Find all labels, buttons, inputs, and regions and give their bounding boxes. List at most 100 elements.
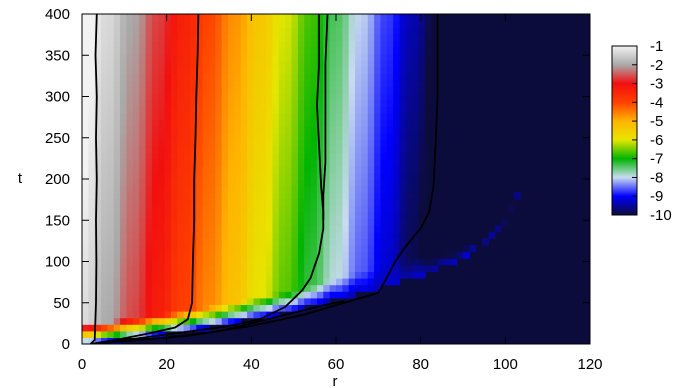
heatmap-cell (336, 192, 343, 200)
heatmap-cell (120, 132, 128, 140)
heatmap-cell (113, 192, 121, 200)
heatmap-cell (285, 27, 293, 35)
heatmap-cell (234, 304, 242, 312)
heatmap-cell (113, 73, 121, 81)
heatmap-cell (278, 172, 286, 180)
heatmap-cell (183, 152, 191, 160)
heatmap-cell (304, 198, 312, 206)
heatmap-cell (228, 225, 235, 233)
heatmap-cell (145, 172, 153, 180)
heatmap-cell (266, 159, 274, 167)
heatmap-cell (278, 93, 286, 101)
heatmap-cell (253, 278, 261, 286)
heatmap-cell (120, 119, 128, 127)
heatmap-cell (196, 291, 204, 299)
heatmap-cell (107, 139, 115, 147)
heatmap-cell (209, 47, 216, 55)
heatmap-cell (196, 146, 204, 154)
heatmap-cell (405, 198, 413, 206)
heatmap-cell (310, 192, 318, 200)
heatmap-cell (139, 264, 147, 272)
heatmap-cell (393, 165, 401, 173)
heatmap-cell (234, 146, 242, 154)
heatmap-cell (247, 185, 255, 193)
heatmap-cell (316, 126, 324, 134)
heatmap-cell (310, 80, 318, 88)
heatmap-cell (139, 73, 147, 81)
heatmap-cell (158, 225, 166, 233)
heatmap-cell (209, 231, 216, 239)
heatmap-cell (253, 152, 261, 160)
heatmap-cell (291, 304, 299, 312)
heatmap-cell (164, 113, 172, 121)
heatmap-cell (278, 99, 286, 107)
heatmap-cell (228, 33, 235, 41)
heatmap-cell (158, 53, 166, 61)
heatmap-cell (196, 33, 204, 41)
heatmap-cell (253, 132, 261, 140)
heatmap-cell (342, 126, 350, 134)
heatmap-cell (170, 284, 178, 292)
heatmap-cell (336, 113, 343, 121)
heatmap-cell (177, 14, 185, 22)
heatmap-cell (336, 40, 343, 48)
heatmap-cell (113, 86, 121, 94)
heatmap-cell (132, 139, 140, 147)
heatmap-cell (424, 152, 432, 160)
heatmap-cell (310, 146, 318, 154)
heatmap-cell (355, 159, 362, 167)
heatmap-cell (247, 238, 255, 246)
heatmap-cell (316, 297, 324, 305)
heatmap-cell (101, 139, 108, 147)
heatmap-cell (266, 278, 274, 286)
heatmap-cell (342, 14, 350, 22)
heatmap-cell (88, 106, 96, 114)
heatmap-cell (431, 258, 439, 266)
heatmap-cell (247, 264, 255, 272)
heatmap-cell (348, 225, 356, 233)
heatmap-cell (101, 172, 108, 180)
heatmap-cell (151, 40, 159, 48)
heatmap-cell (82, 66, 89, 74)
heatmap-cell (164, 172, 172, 180)
heatmap-cell (367, 179, 375, 187)
heatmap-cell (272, 119, 280, 127)
heatmap-cell (361, 126, 369, 134)
heatmap-cell (348, 192, 356, 200)
heatmap-cell (418, 231, 426, 239)
heatmap-cell (266, 165, 274, 173)
heatmap-cell (234, 284, 242, 292)
heatmap-cell (399, 218, 407, 226)
heatmap-cell (94, 205, 102, 213)
heatmap-cell (164, 99, 172, 107)
heatmap-cell (348, 86, 356, 94)
heatmap-cell (405, 179, 413, 187)
heatmap-cell (278, 106, 286, 114)
heatmap-cell (240, 179, 248, 187)
heatmap-cell (240, 40, 248, 48)
heatmap-cell (399, 152, 407, 160)
heatmap-cell (253, 80, 261, 88)
heatmap-cell (386, 119, 394, 127)
heatmap-cell (202, 238, 210, 246)
heatmap-cell (367, 231, 375, 239)
heatmap-cell (259, 192, 267, 200)
heatmap-cell (348, 172, 356, 180)
heatmap-cell (253, 231, 261, 239)
heatmap-cell (342, 258, 350, 266)
heatmap-cell (336, 291, 343, 299)
heatmap-cell (266, 291, 274, 299)
heatmap-cell (240, 251, 248, 259)
heatmap-cell (151, 126, 159, 134)
heatmap-cell (310, 99, 318, 107)
heatmap-cell (412, 245, 420, 253)
heatmap-cell (342, 113, 350, 121)
heatmap-cell (367, 66, 375, 74)
heatmap-cell (94, 53, 102, 61)
heatmap-cell (323, 73, 331, 81)
heatmap-cell (170, 73, 178, 81)
heatmap-cell (259, 291, 267, 299)
heatmap-cell (82, 205, 89, 213)
heatmap-cell (247, 33, 255, 41)
heatmap-cell (234, 106, 242, 114)
